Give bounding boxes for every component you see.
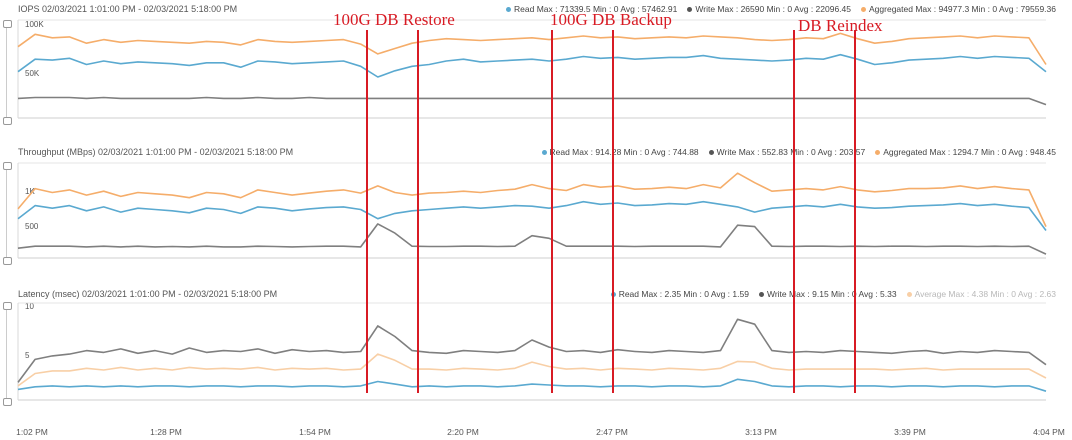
restore-annotation: 100G DB Restore (333, 10, 455, 29)
throughput-range-handle-bottom[interactable] (3, 257, 12, 265)
legend-read-text: Read Max : 2.35 Min : 0 Avg : 1.59 (618, 289, 749, 299)
average-series-dot-icon (906, 291, 912, 297)
iops-range-track (6, 26, 7, 118)
write-series-dot-icon (687, 6, 693, 12)
series-line-read (17, 200, 1047, 231)
legend-item-write[interactable]: Write Max : 26590 Min : 0 Avg : 22096.45 (687, 4, 851, 14)
read-series-dot-icon (541, 149, 547, 155)
write-series-dot-icon (708, 149, 714, 155)
latency-range-track (6, 308, 7, 400)
backup-annotation: 100G DB Backup (550, 10, 672, 29)
legend-read-text: Read Max : 71339.5 Min : 0 Avg : 57462.9… (514, 4, 678, 14)
latency-range-handle-bottom[interactable] (3, 398, 12, 406)
reindex-annotation: DB Reindex (798, 16, 883, 35)
xtick-label: 2:47 PM (596, 427, 628, 437)
legend-aggregated-text: Aggregated Max : 94977.3 Min : 0 Avg : 7… (869, 4, 1056, 14)
series-line-write (17, 318, 1047, 383)
legend-item-aggregated[interactable]: Aggregated Max : 1294.7 Min : 0 Avg : 94… (875, 147, 1056, 157)
legend-aggregated-text: Aggregated Max : 1294.7 Min : 0 Avg : 94… (883, 147, 1056, 157)
series-line-read (17, 53, 1047, 78)
legend-item-aggregated[interactable]: Aggregated Max : 94977.3 Min : 0 Avg : 7… (861, 4, 1056, 14)
series-line-read (17, 378, 1047, 392)
throughput-panel-title: Throughput (MBps) 02/03/2021 1:01:00 PM … (18, 147, 294, 157)
legend-item-read[interactable]: Read Max : 914.28 Min : 0 Avg : 744.88 (541, 147, 699, 157)
aggregated-series-dot-icon (875, 149, 881, 155)
series-layer (17, 32, 1047, 392)
throughput-ytick-high: 1K (25, 187, 35, 196)
iops-ytick-high: 100K (25, 20, 44, 29)
series-line-write (17, 223, 1047, 255)
latency-panel-title: Latency (msec) 02/03/2021 1:01:00 PM - 0… (18, 289, 278, 299)
xtick-label: 3:39 PM (894, 427, 926, 437)
latency-ytick-mid: 5 (25, 351, 30, 360)
legend-write-text: Write Max : 26590 Min : 0 Avg : 22096.45 (695, 4, 852, 14)
iops-range-handle-bottom[interactable] (3, 117, 12, 125)
iops-panel-title: IOPS 02/03/2021 1:01:00 PM - 02/03/2021 … (18, 4, 238, 14)
legend-average-text: Average Max : 4.38 Min : 0 Avg : 2.63 (914, 289, 1056, 299)
series-line-average (17, 353, 1047, 387)
legend-write-text: Write Max : 552.83 Min : 0 Avg : 203.57 (716, 147, 866, 157)
xtick-label: 1:02 PM (16, 427, 48, 437)
iops-range-handle-top[interactable] (3, 20, 12, 28)
legend-item-write[interactable]: Write Max : 552.83 Min : 0 Avg : 203.57 (708, 147, 866, 157)
event-marker-layer (366, 30, 856, 393)
legend-item-average[interactable]: Average Max : 4.38 Min : 0 Avg : 2.63 (906, 289, 1056, 299)
series-line-aggregated (17, 172, 1047, 227)
xtick-label: 3:13 PM (745, 427, 777, 437)
throughput-ytick-mid: 500 (25, 222, 39, 231)
series-line-aggregated (17, 32, 1047, 65)
legend-read-text: Read Max : 914.28 Min : 0 Avg : 744.88 (549, 147, 699, 157)
legend-write-text: Write Max : 9.15 Min : 0 Avg : 5.33 (766, 289, 897, 299)
xtick-label: 4:04 PM (1033, 427, 1065, 437)
legend-item-write[interactable]: Write Max : 9.15 Min : 0 Avg : 5.33 (758, 289, 897, 299)
legend-item-read[interactable]: Read Max : 71339.5 Min : 0 Avg : 57462.9… (506, 4, 677, 14)
throughput-legend: Read Max : 914.28 Min : 0 Avg : 744.88 W… (541, 147, 1056, 157)
iops-legend: Read Max : 71339.5 Min : 0 Avg : 57462.9… (506, 4, 1056, 14)
xtick-label: 1:54 PM (299, 427, 331, 437)
aggregated-series-dot-icon (861, 6, 867, 12)
xtick-label: 2:20 PM (447, 427, 479, 437)
write-series-dot-icon (758, 291, 764, 297)
latency-ytick-high: 10 (25, 302, 34, 311)
series-line-write (17, 96, 1047, 106)
iops-ytick-mid: 50K (25, 69, 40, 78)
throughput-range-track (6, 168, 7, 258)
grid-layer (17, 19, 1046, 401)
xtick-label: 1:28 PM (150, 427, 182, 437)
read-series-dot-icon (506, 6, 512, 12)
throughput-range-handle-top[interactable] (3, 162, 12, 170)
latency-range-handle-top[interactable] (3, 302, 12, 310)
